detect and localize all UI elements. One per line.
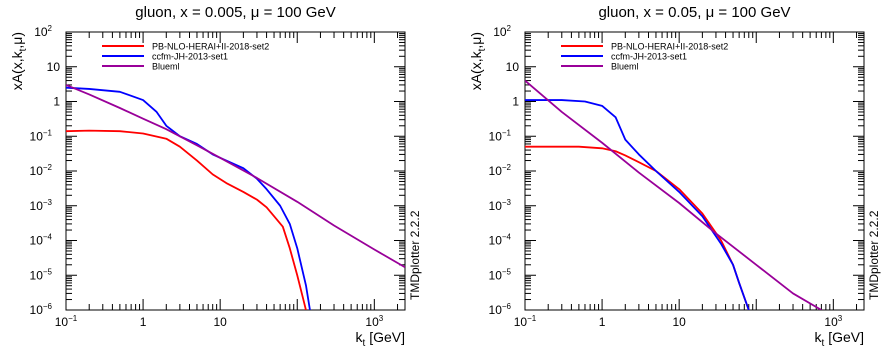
x-tick-label: 103	[824, 314, 842, 329]
y-tick-label: 1	[53, 95, 60, 109]
chart-title: gluon, x = 0.05, μ = 100 GeV	[598, 4, 790, 21]
x-tick-label: 1	[599, 315, 606, 329]
series-line	[66, 86, 311, 310]
x-tick-label: 10−1	[55, 314, 78, 329]
chart-1: 10−1 1 10 103 10−6 10−5 10−4 10−3 10−2 10−1 1 10 102…	[9, 4, 422, 349]
y-tick-label: 10−5	[489, 267, 512, 282]
x-tick-label: 10−1	[514, 314, 537, 329]
legend-label: PB-NLO-HERAI+II-2018-set2	[611, 42, 728, 52]
x-tick-label: 10	[672, 315, 686, 329]
y-tick-label: 10−6	[30, 302, 53, 317]
series-line	[66, 84, 405, 269]
chart-title: gluon, x = 0.005, μ = 100 GeV	[135, 4, 335, 21]
legend-label: ccfm-JH-2013-set1	[152, 52, 228, 62]
series-line	[525, 99, 750, 310]
plot-frame	[524, 31, 865, 311]
x-tick-label: 10	[213, 315, 227, 329]
watermark-text: TMDplotter 2.2.2	[408, 210, 422, 300]
y-tick-label: 10−1	[30, 128, 53, 143]
series-group	[525, 79, 822, 310]
y-axis-label: xA(x,kt,μ)	[9, 32, 29, 90]
series-line	[525, 79, 822, 310]
y-tick-label: 10−4	[489, 233, 512, 248]
legend-label: Blueml	[152, 62, 180, 72]
plot-frame	[65, 31, 406, 311]
y-tick-label: 10	[47, 60, 61, 74]
x-tick-label: 103	[365, 314, 383, 329]
x-axis-label: kt [GeV]	[815, 329, 864, 349]
x-tick-label: 1	[140, 315, 147, 329]
series-group	[66, 84, 405, 310]
chart-2: 10−1 1 10 103 10−6 10−5 10−4 10−3 10−2 10−1 1 10 102…	[468, 4, 881, 349]
y-tick-label: 10−6	[489, 302, 512, 317]
y-axis-label: xA(x,kt,μ)	[468, 32, 488, 90]
legend-label: ccfm-JH-2013-set1	[611, 52, 687, 62]
y-tick-label: 10	[506, 60, 520, 74]
series-line	[66, 129, 307, 310]
y-tick-label: 10−4	[30, 233, 53, 248]
watermark-text: TMDplotter 2.2.2	[867, 210, 881, 300]
y-tick-label: 10−2	[30, 163, 53, 178]
y-tick-label: 102	[34, 24, 52, 39]
x-axis-label: kt [GeV]	[356, 329, 405, 349]
y-tick-label: 102	[493, 24, 511, 39]
legend-label: PB-NLO-HERAI+II-2018-set2	[152, 42, 269, 52]
y-tick-label: 10−3	[30, 198, 53, 213]
y-tick-label: 10−5	[30, 267, 53, 282]
y-tick-label: 10−2	[489, 163, 512, 178]
legend-label: Blueml	[611, 62, 639, 72]
y-tick-label: 10−1	[489, 128, 512, 143]
y-tick-label: 1	[512, 95, 519, 109]
y-tick-label: 10−3	[489, 198, 512, 213]
